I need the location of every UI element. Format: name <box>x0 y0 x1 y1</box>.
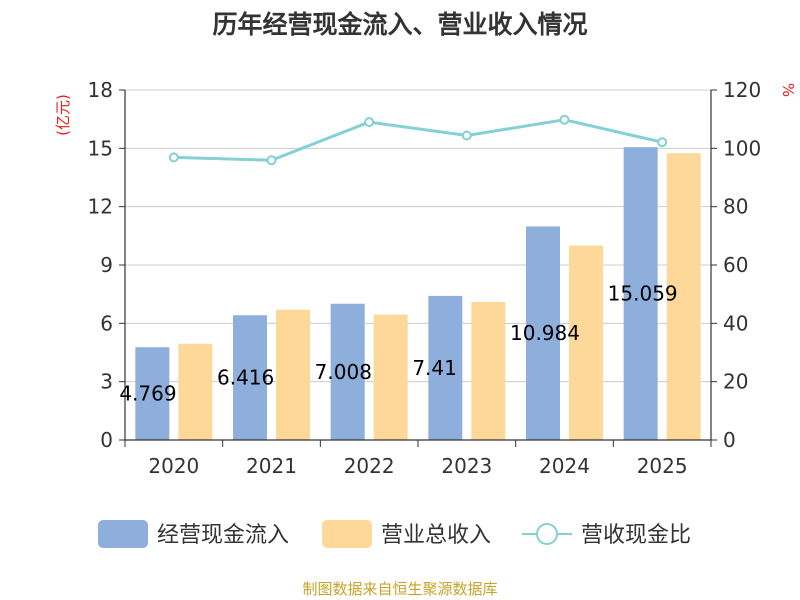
gridlines <box>125 89 711 383</box>
x-axis-tick-label: 2024 <box>539 454 590 478</box>
left-axis-tick-label: 9 <box>100 253 113 277</box>
left-axis-tick-label: 3 <box>100 370 113 394</box>
ratio-point <box>364 117 375 128</box>
bar <box>135 347 170 440</box>
bar <box>330 303 365 440</box>
chart-title: 历年经营现金流入、营业收入情况 <box>212 10 587 39</box>
left-axis-tick-label: 12 <box>88 195 113 219</box>
left-axis-tick-label: 15 <box>88 136 113 160</box>
bar <box>623 147 658 441</box>
legend-label: 经营现金流入 <box>157 523 289 548</box>
bar-data-label: 15.059 <box>608 282 678 306</box>
bar-data-label: 6.416 <box>217 366 274 390</box>
ratio-point <box>559 114 570 125</box>
bar-data-label: 7.41 <box>412 356 457 380</box>
ratio-point <box>657 137 668 148</box>
left-axis-tick-label: 0 <box>100 428 113 452</box>
legend-label: 营业总收入 <box>381 523 491 548</box>
bars <box>135 147 701 441</box>
x-axis-tick-label: 2025 <box>637 454 688 478</box>
legend-swatch <box>98 520 148 548</box>
x-axis-tick-label: 2021 <box>246 454 297 478</box>
legend-marker <box>536 523 558 545</box>
ratio-line <box>168 114 668 166</box>
data-source-note: 制图数据来自恒生聚源数据库 <box>302 580 497 598</box>
bar <box>569 245 603 440</box>
ratio-point <box>461 130 472 141</box>
bar-data-label: 10.984 <box>510 321 580 345</box>
left-axis-tick-label: 18 <box>88 78 113 102</box>
right-axis-tick-label: 100 <box>723 136 761 160</box>
axes: 0 3 6 9 12 15 18 0 20 40 60 80 100 120 2020 2021 2022 202… <box>88 78 762 478</box>
data-labels: 4.769 6.416 7.008 7.41 10.984 15.059 <box>119 282 677 406</box>
right-axis-tick-label: 80 <box>723 195 748 219</box>
bar-data-label: 4.769 <box>119 382 176 406</box>
right-axis-tick-label: 120 <box>723 78 761 102</box>
ratio-point <box>266 155 277 166</box>
right-axis-tick-label: 40 <box>723 311 748 335</box>
left-axis-tick-label: 6 <box>100 311 113 335</box>
right-axis-tick-label: 0 <box>723 428 736 452</box>
bar <box>428 295 463 440</box>
right-axis-tick-label: 60 <box>723 253 748 277</box>
bar <box>373 314 408 440</box>
x-axis-tick-label: 2022 <box>344 454 395 478</box>
bar-data-label: 7.008 <box>315 360 372 384</box>
bar <box>666 153 701 440</box>
right-axis-unit: % <box>779 83 797 97</box>
bar <box>276 309 310 440</box>
left-axis-unit: (亿元) <box>54 94 72 136</box>
right-axis-tick-label: 20 <box>723 370 748 394</box>
x-axis-tick-label: 2020 <box>148 454 199 478</box>
legend: 经营现金流入 营业总收入 营收现金比 <box>98 520 691 548</box>
bar <box>526 226 560 440</box>
bar <box>233 315 267 440</box>
bar <box>178 343 213 440</box>
ratio-point <box>168 152 179 163</box>
ratio-line-path <box>173 118 663 162</box>
legend-swatch <box>322 520 372 548</box>
legend-label: 营收现金比 <box>581 523 691 548</box>
bar <box>471 301 506 440</box>
x-axis-tick-label: 2023 <box>441 454 492 478</box>
